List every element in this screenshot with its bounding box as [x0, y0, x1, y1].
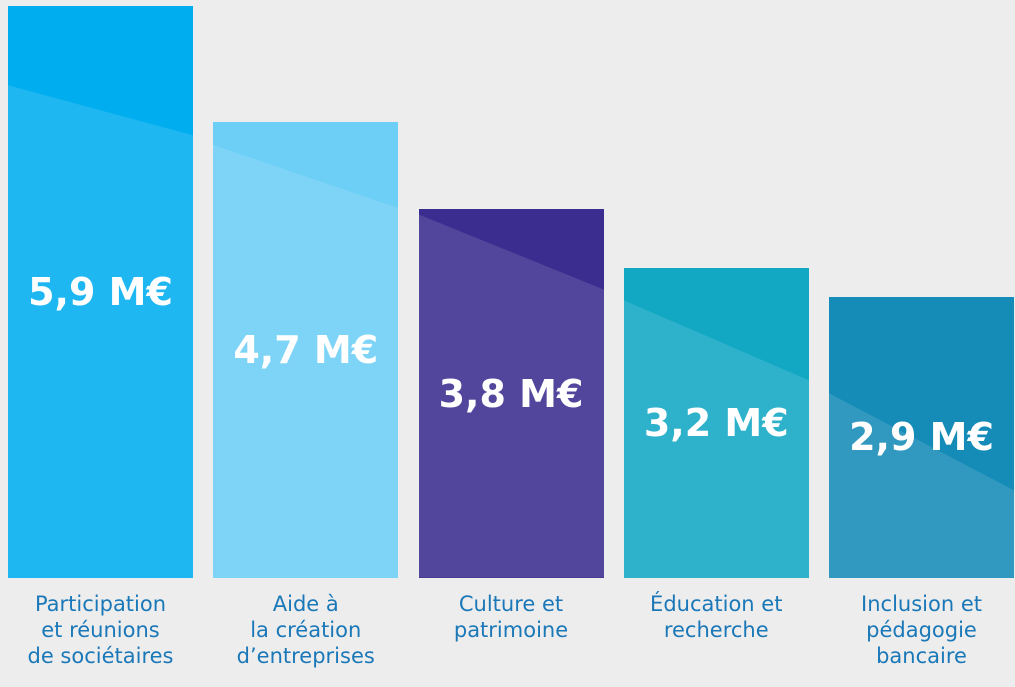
bar-shading	[8, 84, 193, 578]
category-label: Culture et patrimoine	[453, 592, 569, 642]
bar-shading	[418, 214, 604, 578]
value-label: 4,7 M€	[233, 328, 379, 373]
value-label: 5,9 M€	[28, 269, 173, 314]
category-label: Éducation et recherche	[650, 592, 783, 642]
bar-shading	[623, 299, 809, 578]
category-label: Aide à la création d’entreprises	[236, 592, 375, 668]
category-label: Inclusion et pédagogie bancaire	[861, 592, 982, 668]
bar-shading	[829, 392, 1014, 578]
bar	[829, 296, 1014, 578]
category-label: Participation et réunions de sociétaires	[27, 592, 174, 668]
value-label: 3,2 M€	[643, 400, 789, 445]
value-label: 3,8 M€	[438, 371, 584, 416]
bar	[418, 209, 604, 578]
bar-shading	[213, 144, 399, 578]
bar	[623, 267, 809, 578]
value-label: 2,9 M€	[849, 415, 994, 460]
bar	[213, 122, 399, 578]
bar	[8, 5, 193, 578]
